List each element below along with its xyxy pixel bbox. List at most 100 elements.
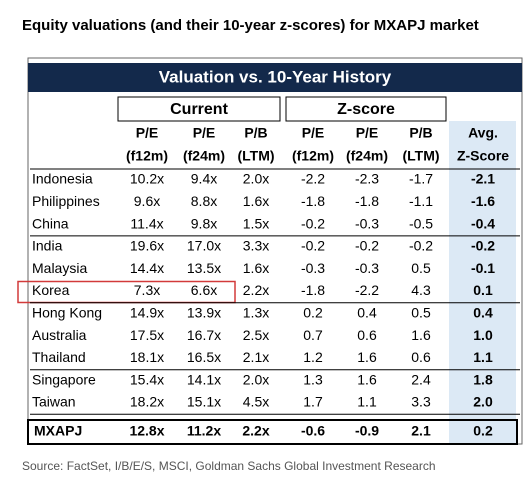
cell: 1.0: [473, 327, 493, 343]
total-cell: -0.9: [355, 423, 379, 439]
row-label: Malaysia: [32, 260, 87, 276]
cell: 1.6x: [243, 193, 269, 209]
cell: 17.5x: [130, 327, 164, 343]
cell: 2.2x: [243, 282, 269, 298]
column-header: Avg.: [468, 125, 498, 141]
cell: 14.9x: [130, 305, 164, 321]
cell: -0.2: [409, 238, 433, 254]
cell: 1.6: [357, 349, 377, 365]
cell: 17.0x: [187, 238, 221, 254]
total-cell: -0.6: [301, 423, 325, 439]
cell: 9.8x: [191, 215, 217, 231]
cell: 15.4x: [130, 371, 164, 387]
cell: 19.6x: [130, 238, 164, 254]
total-cell: 2.1: [411, 423, 431, 439]
cell: 15.1x: [187, 394, 221, 410]
row-label: India: [32, 238, 63, 254]
cell: 4.5x: [243, 394, 269, 410]
cell: -0.2: [301, 215, 325, 231]
cell: 0.4: [473, 305, 493, 321]
total-box: [27, 419, 518, 445]
column-header: P/E: [302, 125, 325, 141]
title: Equity valuations (and their 10-year z-s…: [22, 17, 479, 34]
cell: 2.0x: [243, 371, 269, 387]
column-header: (LTM): [237, 148, 274, 164]
cell: 13.5x: [187, 260, 221, 276]
cell: 13.9x: [187, 305, 221, 321]
column-header: P/B: [244, 125, 267, 141]
cell: 0.2: [303, 305, 323, 321]
cell: 6.6x: [191, 282, 217, 298]
cell: 1.6: [357, 371, 377, 387]
cell: 1.1: [473, 349, 493, 365]
cell: 4.3: [411, 282, 431, 298]
cell: -2.2: [355, 282, 379, 298]
cell: 1.5x: [243, 215, 269, 231]
cell: 18.2x: [130, 394, 164, 410]
cell: 1.2: [303, 349, 323, 365]
column-header: P/B: [409, 125, 432, 141]
cell: -1.6: [471, 193, 495, 209]
cell: 0.4: [357, 305, 377, 321]
column-header: Z-Score: [457, 148, 509, 164]
cell: -2.2: [301, 171, 325, 187]
column-header: (LTM): [402, 148, 439, 164]
row-label: Australia: [32, 327, 87, 343]
cell: 2.5x: [243, 327, 269, 343]
avg-column-bg: [449, 121, 516, 443]
total-cell: 0.2: [473, 423, 493, 439]
row-label: Indonesia: [32, 171, 93, 187]
cell: 2.1x: [243, 349, 269, 365]
cell: -0.2: [471, 238, 495, 254]
cell: 1.3: [303, 371, 323, 387]
cell: 1.6x: [243, 260, 269, 276]
group-box: [285, 96, 447, 122]
cell: 16.7x: [187, 327, 221, 343]
cell: 8.8x: [191, 193, 217, 209]
column-header: P/E: [356, 125, 379, 141]
cell: 14.1x: [187, 371, 221, 387]
column-header: (f12m): [126, 148, 168, 164]
cell: 0.6: [411, 349, 431, 365]
row-label: Thailand: [32, 349, 86, 365]
row-label: Hong Kong: [32, 305, 102, 321]
row-label: China: [32, 215, 69, 231]
table-frame: [27, 57, 523, 445]
cell: -0.3: [355, 260, 379, 276]
cell: 0.7: [303, 327, 323, 343]
row-label: Korea: [32, 282, 70, 298]
cell: 0.1: [473, 282, 493, 298]
cell: 1.1: [357, 394, 377, 410]
column-header: (f12m): [292, 148, 334, 164]
cell: 11.4x: [130, 215, 163, 231]
cell: -0.5: [409, 215, 433, 231]
cell: 1.7: [303, 394, 323, 410]
cell: -0.3: [301, 260, 325, 276]
cell: -1.8: [355, 193, 379, 209]
cell: 0.5: [411, 305, 431, 321]
total-cell: 11.2x: [187, 423, 221, 439]
row-label: Singapore: [32, 371, 96, 387]
group-header: Z-score: [337, 101, 395, 118]
row-label: Philippines: [32, 193, 100, 209]
source: Source: FactSet, I/B/E/S, MSCI, Goldman …: [22, 459, 436, 473]
column-header: P/E: [193, 125, 216, 141]
cell: 10.2x: [130, 171, 164, 187]
cell: 9.4x: [191, 171, 217, 187]
cell: 3.3x: [243, 238, 269, 254]
banner-bg: [28, 63, 522, 92]
cell: -0.4: [471, 215, 495, 231]
cell: -1.8: [301, 282, 325, 298]
cell: 2.0: [473, 394, 493, 410]
cell: 0.6: [357, 327, 377, 343]
column-header: P/E: [136, 125, 159, 141]
cell: -1.1: [409, 193, 433, 209]
cell: 14.4x: [130, 260, 164, 276]
cell: -0.2: [301, 238, 325, 254]
cell: -2.1: [471, 171, 495, 187]
cell: 2.0x: [243, 171, 269, 187]
cell: 1.8: [473, 371, 493, 387]
column-header: (f24m): [346, 148, 388, 164]
cell: -0.2: [355, 238, 379, 254]
